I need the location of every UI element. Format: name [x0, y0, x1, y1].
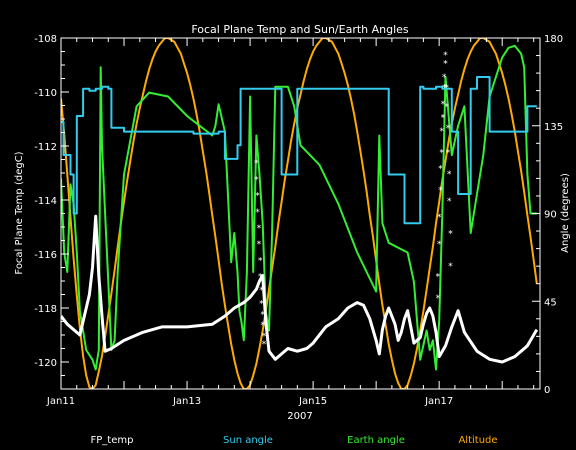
fp-temp-point: *: [444, 103, 449, 113]
fp-temp-point: *: [448, 229, 453, 239]
fp-temp-point: *: [443, 51, 448, 61]
y-tick-label-left: -120: [34, 358, 57, 369]
legend-item: Earth angle: [347, 435, 405, 446]
y-tick-label-left: -114: [34, 196, 57, 207]
fp-temp-point: *: [260, 321, 265, 331]
y-tick-label-left: -118: [34, 304, 57, 315]
fp-temp-point: *: [445, 148, 450, 158]
legend-item: FP_temp: [91, 435, 134, 446]
x-tick-label: Jan11: [46, 396, 75, 407]
fp-temp-point: *: [447, 197, 452, 207]
y-tick-label-left: -110: [34, 88, 57, 99]
y-tick-label-right: 45: [544, 297, 557, 308]
fp-temp-point: *: [441, 73, 446, 83]
fp-temp-point: *: [261, 340, 266, 350]
chart-title: Focal Plane Temp and Sun/Earth Angles: [191, 23, 409, 36]
fp-temp-point: *: [254, 175, 259, 185]
legend-item: Sun angle: [223, 435, 273, 446]
altitude-line: [61, 38, 538, 389]
fp-temp-point: *: [444, 84, 449, 94]
fp-temp-point: *: [256, 224, 261, 234]
fp-temp-point: *: [260, 310, 265, 320]
fp-temp-point: *: [445, 124, 450, 134]
fp-temp-point: *: [440, 100, 445, 110]
fp-temp-point: *: [259, 286, 264, 296]
x-tick-label: Jan15: [298, 396, 327, 407]
x-tick-label: Jan17: [424, 396, 453, 407]
y-tick-label-left: -112: [34, 142, 57, 153]
y-tick-label-right: 90: [544, 210, 557, 221]
y-axis-label-left: Focal Plane Temp (degC): [14, 151, 25, 274]
fp-temp-point: *: [259, 300, 264, 310]
fp-temp-point: *: [438, 186, 443, 196]
fp-temp-point: *: [447, 170, 452, 180]
y-axis-label-right: Angle (degrees): [560, 173, 571, 253]
fp-temp-point: *: [439, 127, 444, 137]
fp-temp-point: *: [443, 59, 448, 69]
y-tick-label-right: 0: [544, 385, 550, 396]
fp-temp-point: *: [256, 240, 261, 250]
fp-temp-point: *: [435, 294, 440, 304]
fp-temp-point: *: [440, 113, 445, 123]
fp-temp-point: *: [257, 256, 262, 266]
fp-temp-line: [61, 214, 539, 364]
sun-angle-line: [61, 76, 537, 225]
fp-temp-point: *: [254, 159, 259, 169]
fp-temp-point: *: [435, 273, 440, 283]
legend-item: Altitude: [458, 435, 497, 446]
fp-temp-point: *: [261, 332, 266, 342]
y-tick-label-right: 180: [544, 34, 563, 45]
y-tick-label-right: 135: [544, 122, 563, 133]
fp-temp-point: *: [441, 84, 446, 94]
x-axis-label: 2007: [287, 411, 312, 422]
fp-temp-point: *: [255, 192, 260, 202]
x-tick-label: Jan13: [172, 396, 201, 407]
y-tick-label-left: -108: [34, 34, 57, 45]
fp-temp-point: *: [439, 148, 444, 158]
fp-temp-point: *: [438, 165, 443, 175]
y-tick-label-left: -116: [34, 250, 57, 261]
fp-temp-point: *: [448, 262, 453, 272]
fp-temp-point: *: [436, 240, 441, 250]
fp-temp-point: *: [257, 273, 262, 283]
fp-temp-point: *: [436, 213, 441, 223]
fp-temp-point: *: [255, 208, 260, 218]
